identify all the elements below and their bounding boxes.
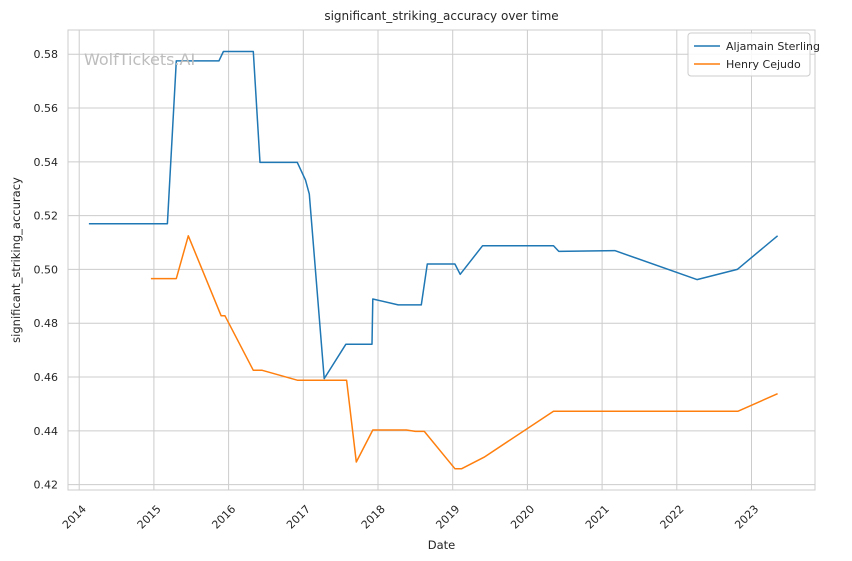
legend: Aljamain Sterling Henry Cejudo [687, 32, 820, 77]
y-tick-label: 0.54 [34, 156, 59, 169]
y-tick-label: 0.56 [34, 102, 59, 115]
legend-label-cejudo: Henry Cejudo [726, 58, 801, 71]
y-tick-label: 0.50 [34, 263, 59, 276]
y-tick-label: 0.52 [34, 210, 59, 223]
y-tick-label: 0.46 [34, 371, 59, 384]
chart-title: significant_striking_accuracy over time [324, 9, 558, 23]
y-tick-label: 0.42 [34, 479, 59, 492]
plot-area [68, 30, 815, 490]
y-axis: 0.42 0.44 0.46 0.48 0.50 0.52 0.54 0.56 0.58 [34, 48, 59, 491]
y-tick-label: 0.58 [34, 48, 59, 61]
y-tick-label: 0.48 [34, 317, 59, 330]
series-line-cejudo [150, 235, 778, 470]
watermark: WolfTickets.AI [84, 50, 195, 69]
legend-box [687, 32, 811, 77]
series-line-sterling [88, 50, 779, 380]
series-layer [88, 50, 779, 470]
plot-frame [67, 29, 816, 491]
x-axis-label: Date [428, 538, 456, 552]
y-tick-label: 0.44 [34, 425, 59, 438]
y-axis-label: significant_striking_accuracy [9, 177, 23, 343]
legend-label-sterling: Aljamain Sterling [726, 40, 820, 53]
